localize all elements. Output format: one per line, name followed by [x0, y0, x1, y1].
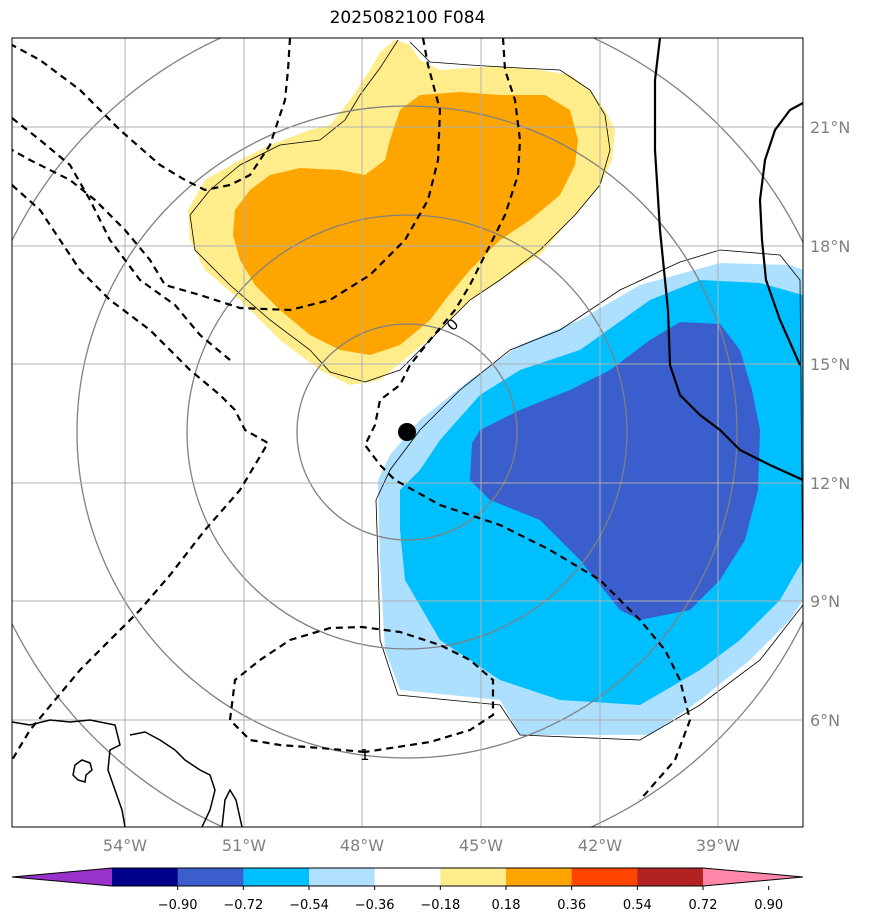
dark-blue-shading: [470, 322, 760, 620]
lon-label: 45°W: [459, 836, 503, 855]
dashed-contour-one: [228, 625, 495, 754]
lat-label: 6°N: [810, 711, 840, 730]
lat-label: 18°N: [810, 237, 850, 256]
colorbar-outline: [11, 867, 804, 887]
colorbar-segment: [637, 868, 704, 886]
colorbar-tick-label: −0.72: [223, 898, 263, 913]
orange-shading: [233, 92, 578, 355]
longitude-labels: 54°W 51°W 48°W 45°W 42°W 39°W: [103, 836, 740, 855]
latitude-labels: 21°N 18°N 15°N 12°N 9°N 6°N: [810, 118, 850, 730]
dashed-contour-southwest: [12, 117, 231, 361]
lon-label: 51°W: [222, 836, 266, 855]
range-ring-inner: [296, 323, 518, 541]
map-title: 2025082100 F084: [329, 8, 486, 28]
map-frame: [11, 37, 804, 828]
contour-label-zero: 0: [443, 315, 462, 334]
lat-label: 15°N: [810, 355, 850, 374]
colorbar-segment: [374, 868, 441, 886]
dashed-contour-west: [12, 184, 270, 761]
lon-label: 39°W: [696, 836, 740, 855]
colorbar-tick-label: 0.36: [557, 898, 586, 913]
colorbar-tick-label: 0.54: [623, 898, 652, 913]
colorbar-tick-label: −0.18: [420, 898, 460, 913]
colorbar: −0.90 −0.72 −0.54 −0.36 −0.18 0.18 0.36 0.54 0.7…: [11, 867, 804, 913]
colorbar-segment: [177, 868, 244, 886]
graticule: [12, 38, 803, 827]
colorbar-tick-label: 0.72: [689, 898, 718, 913]
lat-label: 21°N: [810, 118, 850, 137]
colorbar-extend-low: [12, 868, 112, 886]
colorbar-segment: [243, 868, 310, 886]
lat-label: 12°N: [810, 474, 850, 493]
colorbar-tick-label: −0.54: [289, 898, 329, 913]
contour-label-one: 1: [360, 746, 370, 764]
range-ring-outer: [76, 105, 738, 759]
coastline-island: [72, 759, 93, 783]
lon-label: 42°W: [578, 836, 622, 855]
lat-label: 9°N: [810, 592, 840, 611]
coastline-mainland: [12, 719, 243, 827]
colorbar-extend-high: [703, 868, 803, 886]
colorbar-segment: [506, 868, 573, 886]
solid-contours: [653, 38, 803, 482]
dashed-contours: [12, 38, 692, 801]
lon-label: 48°W: [340, 836, 384, 855]
range-rings: [12, 38, 803, 827]
colorbar-tick-label: 0.18: [492, 898, 521, 913]
colorbar-tick-label: −0.36: [355, 898, 395, 913]
dashed-contour-zero: [363, 38, 692, 801]
colorbar-segment: [440, 868, 507, 886]
lon-label: 54°W: [103, 836, 147, 855]
colorbar-segment: [309, 868, 376, 886]
outline-contour-yellow: [189, 39, 611, 383]
solid-contour-far-east: [758, 102, 803, 366]
colorbar-tick-label: −0.90: [158, 898, 198, 913]
colorbar-tick-label: 0.90: [754, 898, 783, 913]
storm-center-marker: [398, 423, 416, 441]
colorbar-segment: [571, 868, 638, 886]
range-ring-middle: [186, 214, 628, 650]
colorbar-segment: [112, 868, 179, 886]
solid-contour-east: [653, 38, 803, 482]
map-plot-area: 0 1: [12, 38, 803, 827]
dashed-contour-northwest: [12, 38, 292, 192]
dashed-contour-north: [12, 38, 442, 312]
coastline: [12, 719, 243, 827]
